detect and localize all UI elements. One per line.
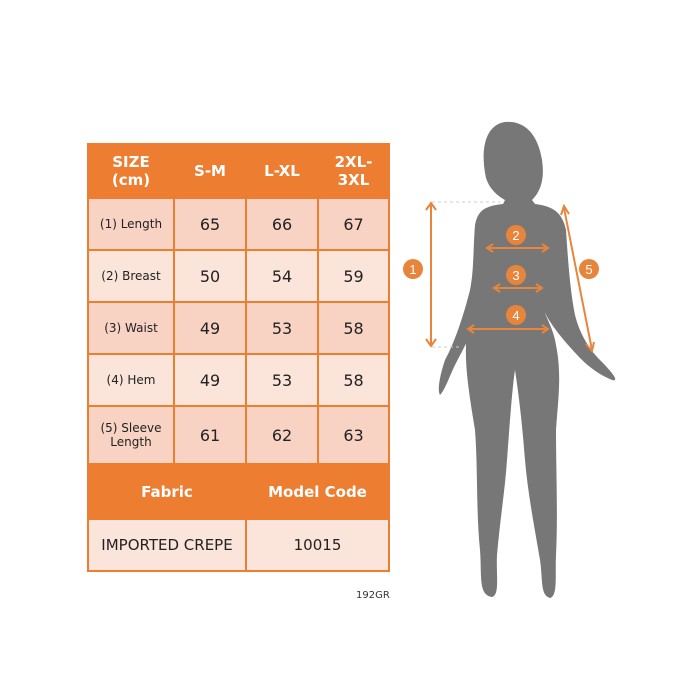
model-code-value: 10015 — [245, 518, 390, 572]
marker-3 — [506, 265, 526, 285]
row-label: (2) Breast — [87, 249, 175, 303]
fabric-value: IMPORTED CREPE — [87, 518, 247, 572]
marker-label: 5 — [585, 262, 592, 277]
cell: 65 — [173, 197, 247, 251]
header-2xl-3xl: 2XL- 3XL — [317, 143, 390, 199]
cell: 62 — [245, 405, 319, 465]
cell: 67 — [317, 197, 390, 251]
size-chart-table: SIZE (cm) S-M L-XL 2XL- 3XL (1) Length 65… — [87, 143, 390, 572]
marker-5 — [579, 259, 599, 279]
table-row: (2) Breast 50 54 59 — [87, 249, 390, 303]
table-row: (1) Length 65 66 67 — [87, 197, 390, 251]
marker-label: 2 — [512, 228, 519, 243]
row-label: (4) Hem — [87, 353, 175, 407]
fabric-label: Fabric — [87, 463, 247, 520]
marker-label: 3 — [512, 268, 519, 283]
measurement-markers — [403, 225, 599, 325]
cell: 49 — [173, 353, 247, 407]
row-label: (3) Waist — [87, 301, 175, 355]
marker-label: 1 — [409, 262, 416, 277]
cell: 58 — [317, 301, 390, 355]
row-label: (5) Sleeve Length — [87, 405, 175, 465]
table-row: (5) Sleeve Length 61 62 63 — [87, 405, 390, 465]
cell: 54 — [245, 249, 319, 303]
header-size: SIZE (cm) — [87, 143, 175, 199]
row-label: (1) Length — [87, 197, 175, 251]
cell: 58 — [317, 353, 390, 407]
table-row: (4) Hem 49 53 58 — [87, 353, 390, 407]
cell: 53 — [245, 301, 319, 355]
cell: 49 — [173, 301, 247, 355]
cell: 66 — [245, 197, 319, 251]
cell: 59 — [317, 249, 390, 303]
header-row: SIZE (cm) S-M L-XL 2XL- 3XL — [87, 143, 390, 199]
woman-silhouette — [438, 121, 616, 598]
fabric-header-row: Fabric Model Code — [87, 463, 390, 520]
header-s-m: S-M — [173, 143, 247, 199]
table-row: (3) Waist 49 53 58 — [87, 301, 390, 355]
fabric-row: IMPORTED CREPE 10015 — [87, 518, 390, 572]
product-code: 192GR — [356, 590, 390, 601]
marker-label: 4 — [512, 308, 519, 323]
marker-1 — [403, 259, 423, 279]
marker-4 — [506, 305, 526, 325]
marker-2 — [506, 225, 526, 245]
cell: 53 — [245, 353, 319, 407]
measurement-arrows — [425, 201, 595, 354]
cell: 50 — [173, 249, 247, 303]
model-code-label: Model Code — [245, 463, 390, 520]
cell: 63 — [317, 405, 390, 465]
cell: 61 — [173, 405, 247, 465]
header-l-xl: L-XL — [245, 143, 319, 199]
